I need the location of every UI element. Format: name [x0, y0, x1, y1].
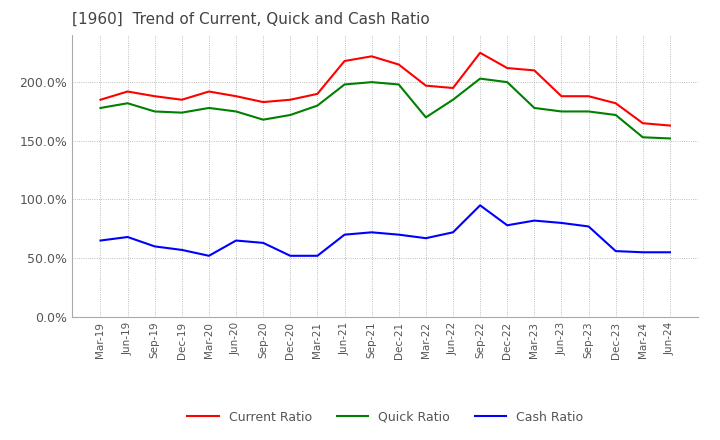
Current Ratio — [313, 91, 322, 96]
Cash Ratio — [503, 223, 511, 228]
Legend: Current Ratio, Quick Ratio, Cash Ratio: Current Ratio, Quick Ratio, Cash Ratio — [182, 406, 588, 429]
Current Ratio — [204, 89, 213, 94]
Current Ratio — [259, 99, 268, 105]
Quick Ratio — [395, 82, 403, 87]
Quick Ratio — [449, 97, 457, 103]
Current Ratio — [449, 85, 457, 91]
Current Ratio — [476, 50, 485, 55]
Cash Ratio — [530, 218, 539, 223]
Current Ratio — [557, 94, 566, 99]
Quick Ratio — [150, 109, 159, 114]
Cash Ratio — [232, 238, 240, 243]
Current Ratio — [421, 83, 430, 88]
Quick Ratio — [611, 112, 620, 117]
Quick Ratio — [665, 136, 674, 141]
Quick Ratio — [313, 103, 322, 108]
Line: Cash Ratio: Cash Ratio — [101, 205, 670, 256]
Line: Current Ratio: Current Ratio — [101, 53, 670, 125]
Quick Ratio — [421, 115, 430, 120]
Line: Quick Ratio: Quick Ratio — [101, 79, 670, 139]
Current Ratio — [665, 123, 674, 128]
Cash Ratio — [178, 247, 186, 253]
Cash Ratio — [96, 238, 105, 243]
Quick Ratio — [204, 105, 213, 110]
Quick Ratio — [367, 80, 376, 85]
Current Ratio — [367, 54, 376, 59]
Quick Ratio — [476, 76, 485, 81]
Cash Ratio — [421, 235, 430, 241]
Quick Ratio — [259, 117, 268, 122]
Quick Ratio — [557, 109, 566, 114]
Quick Ratio — [178, 110, 186, 115]
Cash Ratio — [395, 232, 403, 237]
Cash Ratio — [204, 253, 213, 258]
Quick Ratio — [639, 135, 647, 140]
Current Ratio — [395, 62, 403, 67]
Quick Ratio — [341, 82, 349, 87]
Cash Ratio — [639, 249, 647, 255]
Cash Ratio — [367, 230, 376, 235]
Current Ratio — [584, 94, 593, 99]
Cash Ratio — [123, 235, 132, 240]
Current Ratio — [150, 94, 159, 99]
Cash Ratio — [259, 240, 268, 246]
Current Ratio — [123, 89, 132, 94]
Quick Ratio — [286, 112, 294, 117]
Cash Ratio — [341, 232, 349, 237]
Current Ratio — [503, 66, 511, 71]
Current Ratio — [639, 121, 647, 126]
Cash Ratio — [313, 253, 322, 258]
Cash Ratio — [449, 230, 457, 235]
Current Ratio — [232, 94, 240, 99]
Quick Ratio — [584, 109, 593, 114]
Current Ratio — [178, 97, 186, 103]
Quick Ratio — [123, 101, 132, 106]
Cash Ratio — [150, 244, 159, 249]
Cash Ratio — [665, 249, 674, 255]
Quick Ratio — [530, 105, 539, 110]
Cash Ratio — [611, 249, 620, 254]
Current Ratio — [530, 68, 539, 73]
Current Ratio — [286, 97, 294, 103]
Current Ratio — [341, 59, 349, 64]
Cash Ratio — [557, 220, 566, 226]
Current Ratio — [611, 101, 620, 106]
Quick Ratio — [96, 105, 105, 110]
Quick Ratio — [232, 109, 240, 114]
Cash Ratio — [476, 203, 485, 208]
Cash Ratio — [286, 253, 294, 258]
Cash Ratio — [584, 224, 593, 229]
Current Ratio — [96, 97, 105, 103]
Quick Ratio — [503, 80, 511, 85]
Text: [1960]  Trend of Current, Quick and Cash Ratio: [1960] Trend of Current, Quick and Cash … — [72, 12, 430, 27]
